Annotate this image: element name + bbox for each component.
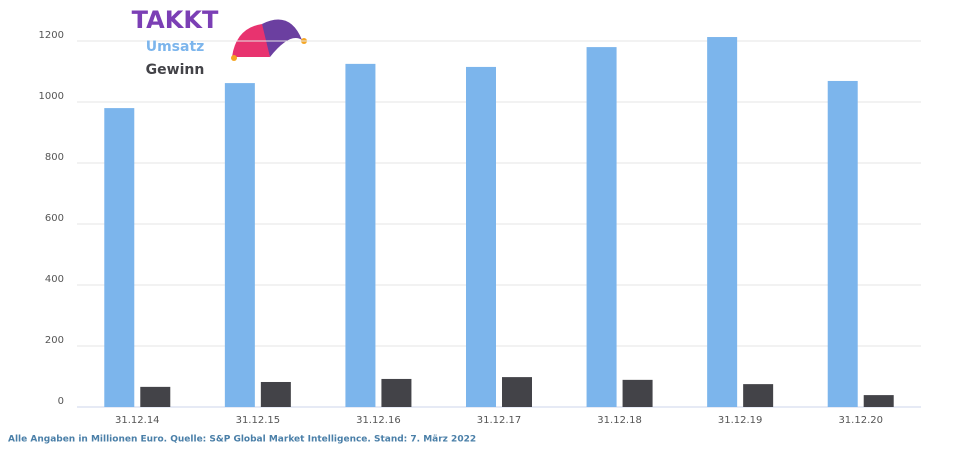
bar (827, 80, 858, 407)
y-tick-label: 600 (45, 213, 64, 224)
bar (381, 378, 412, 407)
bar (502, 377, 532, 407)
bar (224, 83, 255, 407)
y-tick-label: 800 (45, 152, 64, 163)
y-tick-label: 200 (45, 335, 64, 346)
bar (586, 47, 617, 407)
bar (104, 108, 135, 407)
bar (345, 63, 376, 407)
bar (140, 386, 171, 407)
y-tick-label: 0 (58, 396, 64, 407)
y-tick-label: 400 (45, 274, 64, 285)
x-tick-label: 31.12.15 (236, 415, 281, 426)
logo (231, 19, 307, 61)
y-tick-label: 1000 (39, 91, 64, 102)
bar (466, 66, 496, 408)
legend-label: Umsatz (146, 39, 205, 55)
y-tick-label: 1200 (39, 30, 64, 41)
bar (260, 381, 291, 407)
x-tick-label: 31.12.14 (115, 415, 160, 426)
chart-title: TAKKT (132, 6, 219, 34)
bar (707, 37, 738, 407)
source-note: Alle Angaben in Millionen Euro. Quelle: … (8, 435, 476, 445)
x-tick-label: 31.12.17 (477, 415, 522, 426)
bar (743, 384, 774, 407)
bar (622, 379, 653, 407)
legend-label: Gewinn (146, 62, 205, 78)
x-tick-label: 31.12.19 (718, 415, 763, 426)
bar (863, 395, 894, 407)
x-tick-label: 31.12.20 (838, 415, 883, 426)
x-tick-label: 31.12.18 (597, 415, 642, 426)
x-tick-label: 31.12.16 (356, 415, 401, 426)
